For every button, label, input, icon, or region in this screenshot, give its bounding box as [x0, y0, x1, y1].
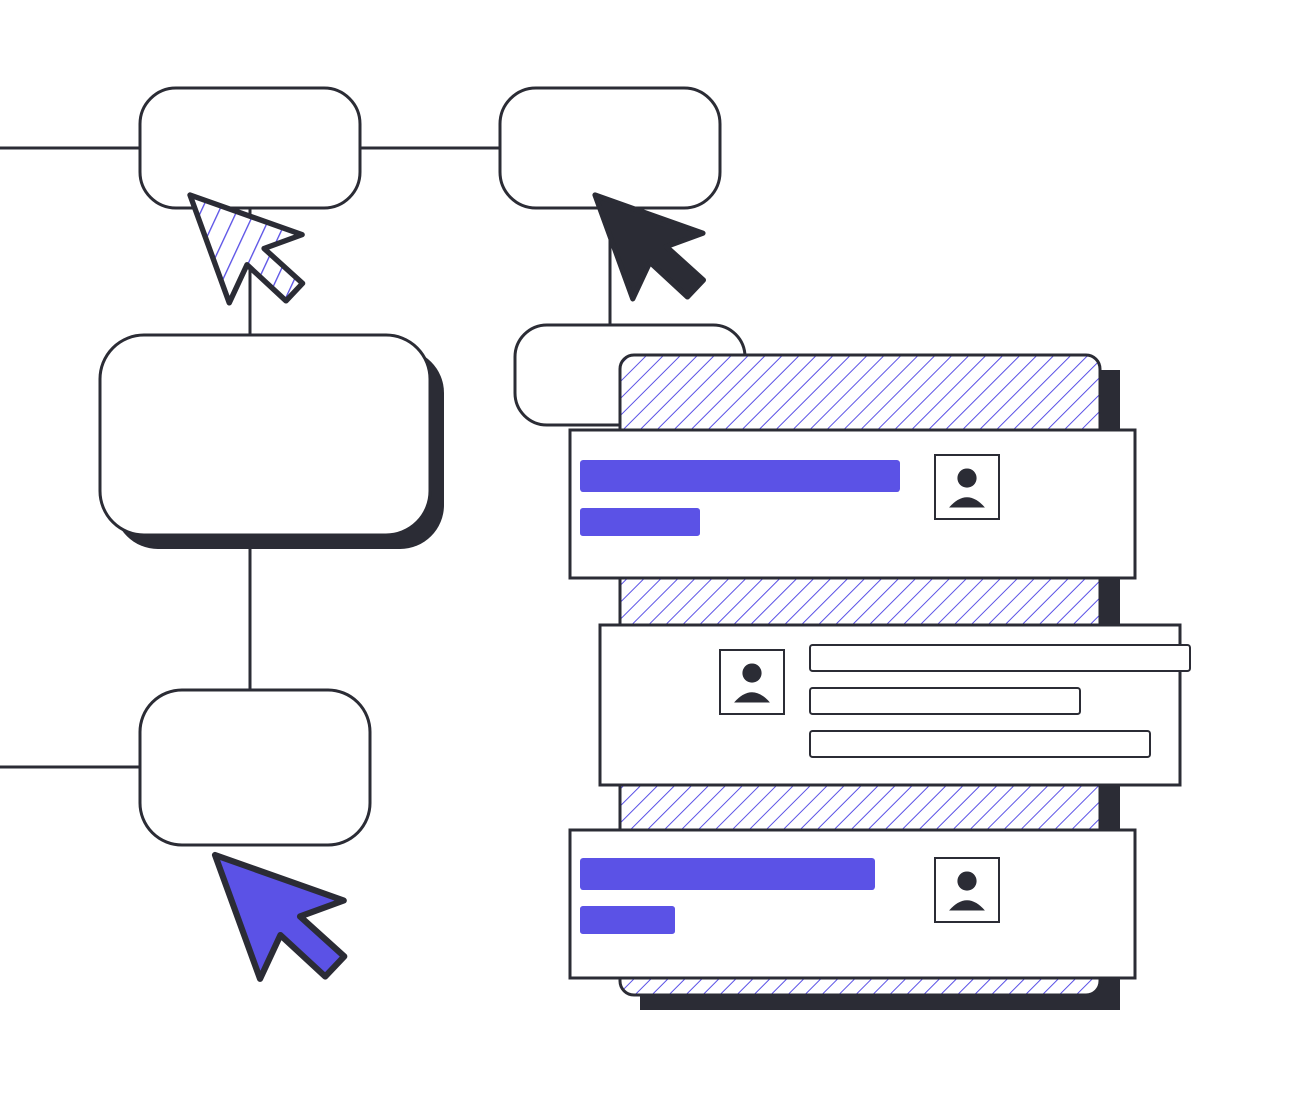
flow-node [100, 335, 430, 535]
ui-card-stack [570, 355, 1190, 1010]
flow-node [140, 88, 360, 208]
flow-node [140, 690, 370, 845]
ui-text-bar [580, 906, 675, 934]
ui-row-card [570, 430, 1135, 578]
ui-text-bar [810, 645, 1190, 671]
ui-text-bar [580, 858, 875, 890]
ui-text-bar [810, 688, 1080, 714]
person-icon [742, 663, 761, 682]
ui-row-card [570, 830, 1135, 978]
ui-text-bar [580, 460, 900, 492]
ui-row [600, 625, 1190, 785]
ui-text-bar [810, 731, 1150, 757]
ui-row [570, 830, 1135, 978]
person-icon [957, 871, 976, 890]
person-icon [957, 468, 976, 487]
flow-node [500, 88, 720, 208]
ui-row [570, 430, 1135, 578]
ui-text-bar [580, 508, 700, 536]
